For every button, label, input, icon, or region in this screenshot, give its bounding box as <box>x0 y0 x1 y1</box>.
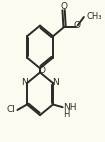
Text: N: N <box>52 78 59 87</box>
Text: O: O <box>73 21 80 30</box>
Text: H: H <box>63 110 70 119</box>
Text: Cl: Cl <box>7 106 15 114</box>
Text: O: O <box>60 2 67 11</box>
Text: N: N <box>21 78 28 87</box>
Text: NH: NH <box>63 103 77 112</box>
Text: CH₃: CH₃ <box>86 12 102 21</box>
Text: O: O <box>39 66 46 75</box>
